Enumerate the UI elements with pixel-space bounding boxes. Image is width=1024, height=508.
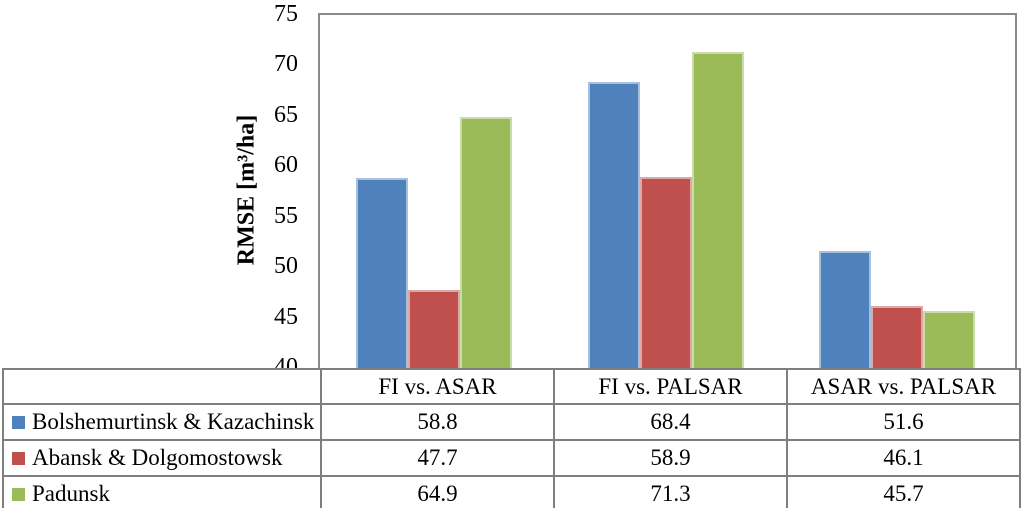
y-tick-label-55: 55 [274, 202, 298, 229]
value-cell-bolshemurtinsk-kazachinsk-fi-vs-asar: 58.8 [320, 403, 555, 441]
y-tick-label-75: 75 [274, 0, 298, 27]
table-row-padunsk: Padunsk 64.9 71.3 45.7 [2, 475, 1021, 508]
value-cell-padunsk-asar-vs-palsar: 45.7 [786, 475, 1021, 508]
legend-cell-abansk-dolgomostowsk: Abansk & Dolgomostowsk [2, 439, 322, 477]
value-cell-padunsk-fi-vs-asar: 64.9 [320, 475, 555, 508]
legend-label: Abansk & Dolgomostowsk [32, 445, 283, 470]
legend-swatch-bolshemurtinsk-kazachinsk [12, 415, 25, 429]
value-cell-abansk-dolgomostowsk-fi-vs-palsar: 58.9 [553, 439, 788, 477]
value-cell-bolshemurtinsk-kazachinsk-fi-vs-palsar: 68.4 [553, 403, 788, 441]
bar-abansk-dolgomostowsk-fi-vs-palsar [639, 177, 692, 368]
category-header-cell-fi-vs-palsar: FI vs. PALSAR [553, 368, 788, 405]
legend-label: Padunsk [32, 481, 110, 506]
table-header-row: FI vs. ASAR FI vs. PALSAR ASAR vs. PALSAR [2, 368, 1021, 405]
legend-label: Bolshemurtinsk & Kazachinsk [32, 409, 315, 434]
legend-swatch-padunsk [12, 487, 25, 501]
y-tick-label-50: 50 [274, 253, 298, 280]
y-tick-label-45: 45 [274, 303, 298, 330]
value-cell-abansk-dolgomostowsk-fi-vs-asar: 47.7 [320, 439, 555, 477]
bar-padunsk-asar-vs-palsar [923, 310, 976, 368]
data-table: FI vs. ASAR FI vs. PALSAR ASAR vs. PALSAR B… [2, 368, 1021, 508]
category-header-cell-asar-vs-palsar: ASAR vs. PALSAR [786, 368, 1021, 405]
bar-abansk-dolgomostowsk-fi-vs-asar [407, 290, 460, 368]
y-tick-label-70: 70 [274, 51, 298, 78]
table-row-bolshemurtinsk-kazachinsk: Bolshemurtinsk & Kazachinsk 58.8 68.4 51.6 [2, 403, 1021, 441]
y-tick-label-60: 60 [274, 152, 298, 179]
y-tick-label-65: 65 [274, 101, 298, 128]
bar-bolshemurtinsk-kazachinsk-asar-vs-palsar [819, 251, 872, 368]
table-blank-corner-cell [2, 368, 322, 405]
bar-abansk-dolgomostowsk-asar-vs-palsar [871, 306, 924, 368]
bar-bolshemurtinsk-kazachinsk-fi-vs-asar [355, 178, 408, 368]
y-axis-title: RMSE [m³/ha] [233, 114, 260, 266]
category-header-cell-fi-vs-asar: FI vs. ASAR [320, 368, 555, 405]
value-cell-bolshemurtinsk-kazachinsk-asar-vs-palsar: 51.6 [786, 403, 1021, 441]
table-row-abansk-dolgomostowsk: Abansk & Dolgomostowsk 47.7 58.9 46.1 [2, 439, 1021, 477]
value-cell-padunsk-fi-vs-palsar: 71.3 [553, 475, 788, 508]
legend-cell-padunsk: Padunsk [2, 475, 322, 508]
value-cell-abansk-dolgomostowsk-asar-vs-palsar: 46.1 [786, 439, 1021, 477]
legend-cell-bolshemurtinsk-kazachinsk: Bolshemurtinsk & Kazachinsk [2, 403, 322, 441]
bar-padunsk-fi-vs-palsar [691, 52, 744, 368]
bar-bolshemurtinsk-kazachinsk-fi-vs-palsar [587, 81, 640, 368]
bar-padunsk-fi-vs-asar [459, 116, 512, 368]
legend-swatch-abansk-dolgomostowsk [12, 451, 25, 465]
plot-area [318, 13, 1017, 368]
